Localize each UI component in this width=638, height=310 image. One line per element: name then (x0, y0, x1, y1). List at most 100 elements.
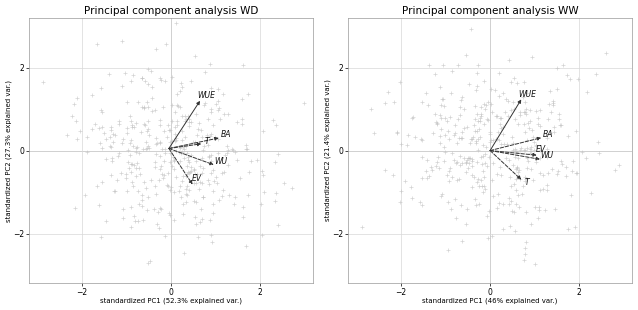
Point (208, 168, 218, 173)
Point (471, 179, 482, 184)
Point (457, 239, 467, 244)
Point (485, 131, 495, 136)
Point (165, 140, 175, 145)
Point (206, 106, 216, 111)
Point (511, 166, 521, 171)
Point (417, 155, 427, 160)
Point (467, 185, 477, 190)
Point (99, 131, 109, 136)
Point (434, 112, 445, 117)
Point (498, 125, 508, 130)
Point (180, 118, 190, 123)
Point (461, 160, 471, 165)
Point (170, 20, 181, 25)
Point (454, 135, 464, 140)
Point (478, 79, 489, 84)
Point (505, 224, 515, 228)
Point (155, 75, 165, 80)
Point (131, 146, 141, 151)
Point (137, 75, 147, 80)
Point (189, 198, 199, 203)
Point (151, 46, 161, 51)
Point (380, 167, 390, 172)
Point (182, 193, 192, 198)
Point (515, 148, 525, 153)
Point (449, 122, 459, 127)
Point (164, 211, 174, 216)
Point (191, 159, 201, 164)
Point (216, 194, 226, 199)
Point (96, 234, 106, 239)
Point (182, 151, 192, 156)
Point (464, 160, 474, 165)
Point (177, 85, 187, 90)
Point (547, 167, 557, 172)
Point (478, 169, 488, 174)
Point (510, 177, 521, 182)
Point (147, 85, 157, 90)
Point (504, 201, 514, 206)
Point (542, 155, 552, 160)
Point (406, 184, 416, 189)
Point (570, 225, 581, 230)
Point (500, 109, 510, 114)
Point (154, 226, 164, 231)
Point (422, 176, 433, 181)
Point (558, 63, 568, 68)
Point (150, 164, 160, 169)
Point (269, 117, 279, 122)
Point (72, 137, 82, 142)
Point (191, 200, 202, 205)
Point (209, 210, 219, 215)
Point (135, 130, 145, 135)
Point (417, 176, 427, 181)
Point (560, 174, 570, 179)
Title: Principal component analysis WW: Principal component analysis WW (402, 6, 579, 16)
Point (487, 178, 497, 183)
Point (121, 175, 131, 180)
Point (230, 150, 240, 155)
Point (191, 180, 202, 185)
Point (498, 202, 508, 206)
Point (455, 154, 465, 159)
Point (472, 160, 482, 165)
Point (563, 226, 573, 231)
Point (273, 223, 283, 228)
Point (479, 106, 489, 111)
Point (474, 126, 484, 131)
Point (463, 155, 473, 160)
Point (138, 106, 149, 111)
Point (408, 114, 418, 119)
Point (517, 94, 528, 99)
Point (478, 153, 489, 158)
Point (447, 91, 457, 95)
Point (175, 145, 185, 150)
Point (437, 97, 447, 102)
Point (105, 134, 115, 139)
Point (482, 164, 492, 169)
Text: EV: EV (536, 145, 546, 154)
Point (519, 122, 529, 126)
Point (181, 191, 191, 196)
Point (105, 144, 115, 148)
Point (435, 85, 445, 90)
Point (152, 221, 162, 226)
Point (446, 206, 456, 211)
Point (430, 72, 440, 77)
Point (614, 162, 624, 167)
Point (431, 163, 441, 168)
Point (127, 125, 137, 130)
Point (131, 149, 142, 154)
Point (420, 91, 431, 96)
Point (212, 151, 223, 156)
Point (238, 63, 248, 68)
Point (461, 170, 471, 175)
Point (457, 129, 467, 134)
Point (538, 186, 548, 191)
Point (471, 138, 482, 143)
Point (440, 133, 450, 138)
Point (461, 160, 471, 165)
Point (436, 194, 446, 199)
Text: BA: BA (221, 130, 231, 139)
Point (513, 193, 523, 198)
